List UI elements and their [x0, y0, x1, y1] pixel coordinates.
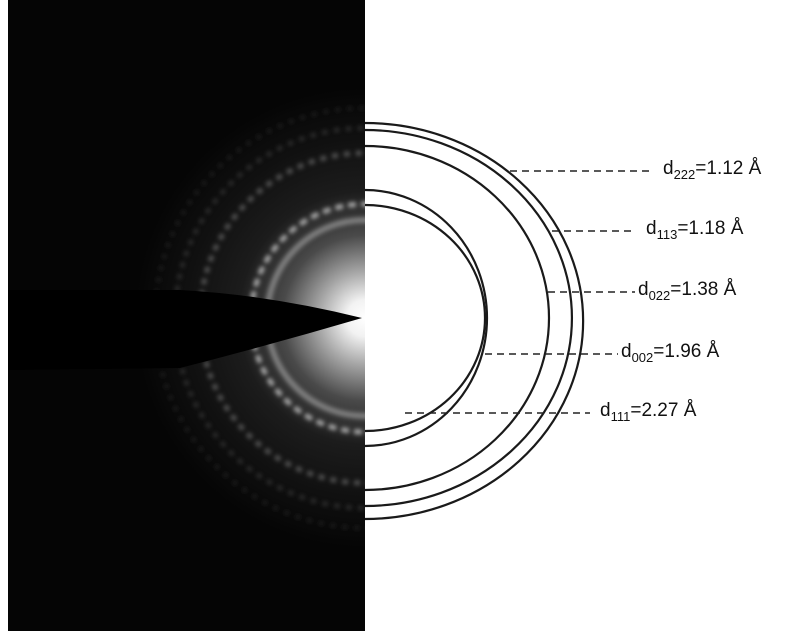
label-d002: d002=1.96 Å: [621, 341, 720, 365]
ring-d111: [364, 203, 487, 433]
indexed-rings: [364, 121, 585, 521]
label-d113: d113=1.18 Å: [646, 218, 744, 242]
ring-d002: [364, 188, 489, 448]
label-d222: d222=1.12 Å: [663, 158, 762, 182]
leader-lines: [405, 170, 650, 414]
ring-d022: [364, 144, 551, 492]
beam-stopper: [8, 290, 362, 370]
ring-labels: d222=1.12 Å d113=1.18 Å d022=1.38 Å d002…: [600, 158, 762, 424]
label-d111: d111=2.27 Å: [600, 400, 697, 424]
diffraction-pattern-image: [8, 0, 365, 631]
ring-d113: [364, 128, 574, 508]
ring-d222: [364, 121, 585, 521]
label-d022: d022=1.38 Å: [638, 279, 737, 303]
